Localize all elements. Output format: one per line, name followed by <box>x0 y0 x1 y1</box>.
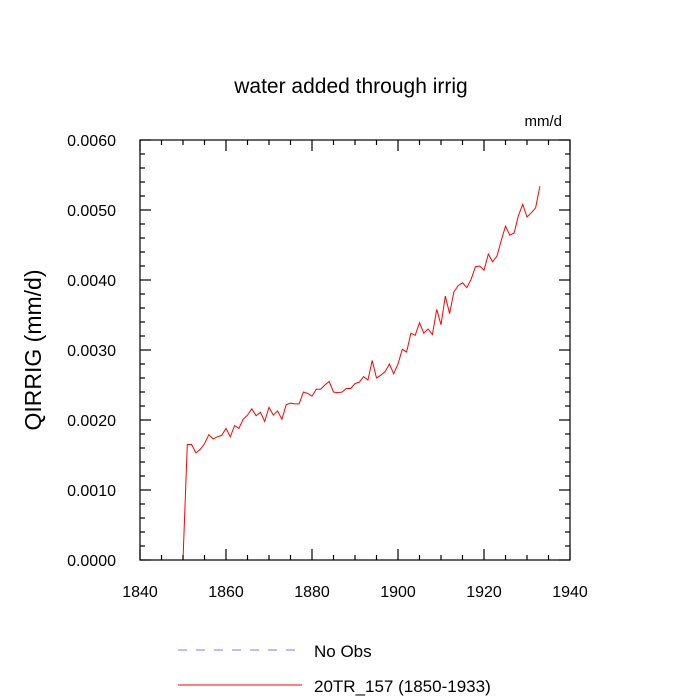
plot-border <box>139 139 571 561</box>
x-tick-label: 1840 <box>122 584 158 601</box>
y-tick-label: 0.0010 <box>67 483 116 500</box>
y-tick-label: 0.0060 <box>67 133 116 150</box>
axis-tick-labels: 1840 1860 1880 1900 1920 1940 0.0000 0.0010 0.00… <box>67 133 588 601</box>
x-tick-label: 1880 <box>294 584 330 601</box>
y-tick-label: 0.0000 <box>67 553 116 570</box>
y-tick-label: 0.0030 <box>67 343 116 360</box>
y-axis-label: QIRRIG (mm/d) <box>20 270 46 431</box>
x-tick-label: 1900 <box>380 584 416 601</box>
x-tick-label: 1860 <box>208 584 244 601</box>
legend-label-No Obs: No Obs <box>314 642 372 661</box>
x-tick-label: 1940 <box>552 584 588 601</box>
y-tick-label: 0.0020 <box>67 413 116 430</box>
legend-label-20TR_157: 20TR_157 (1850-1933) <box>314 677 491 696</box>
y-tick-label: 0.0050 <box>67 203 116 220</box>
x-tick-label: 1920 <box>466 584 502 601</box>
plot-frame <box>139 139 571 561</box>
plot-lines <box>182 186 541 561</box>
legend: No Obs 20TR_157 (1850-1933) <box>178 642 491 696</box>
y-tick-label: 0.0040 <box>67 273 116 290</box>
chart-title: water added through irrig <box>233 75 467 98</box>
series-line-20TR_157 <box>182 186 541 561</box>
axis-ticks <box>139 139 571 561</box>
units-label: mm/d <box>525 113 563 130</box>
